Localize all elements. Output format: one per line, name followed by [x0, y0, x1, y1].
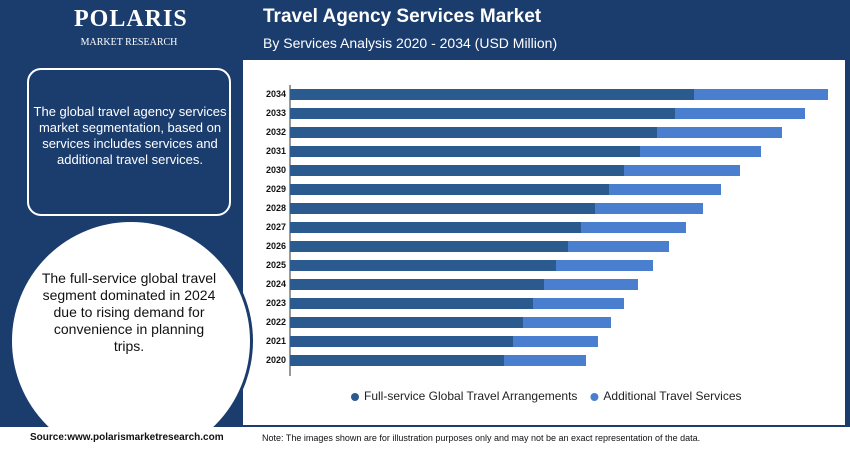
bar [657, 127, 782, 138]
legend-label: Additional Travel Services [603, 389, 741, 403]
footer-bar [0, 427, 850, 450]
bar [290, 279, 544, 290]
bar [290, 108, 675, 119]
y-tick-label: 2025 [266, 260, 286, 270]
legend-marker [351, 393, 359, 401]
y-tick-label: 2029 [266, 184, 286, 194]
note: Note: The images shown are for illustrat… [262, 433, 701, 443]
y-tick-label: 2032 [266, 127, 286, 137]
bar [513, 336, 598, 347]
bar [504, 355, 586, 366]
bar [624, 165, 740, 176]
y-tick-label: 2028 [266, 203, 286, 213]
logo: POLARIS [74, 6, 188, 32]
bar [581, 222, 686, 233]
bar [290, 146, 640, 157]
bar [290, 222, 581, 233]
bar [609, 184, 721, 195]
bar [568, 241, 669, 252]
bar [290, 127, 657, 138]
legend-label: Full-service Global Travel Arrangements [364, 389, 577, 403]
y-tick-label: 2030 [266, 165, 286, 175]
bar [290, 260, 556, 271]
chart-title: Travel Agency Services Market [263, 6, 542, 27]
y-tick-label: 2023 [266, 298, 286, 308]
y-tick-label: 2034 [266, 89, 286, 99]
bar [556, 260, 653, 271]
y-tick-label: 2024 [266, 279, 286, 289]
bar [290, 298, 533, 309]
info-text: The global travel agency services market… [33, 104, 227, 167]
bar [523, 317, 611, 328]
bar [290, 89, 694, 100]
y-tick-label: 2021 [266, 336, 286, 346]
bar [544, 279, 638, 290]
legend-marker [590, 393, 599, 401]
y-tick-label: 2020 [266, 355, 286, 365]
bar [694, 89, 828, 100]
bar [533, 298, 624, 309]
bar [290, 203, 595, 214]
source: Source:www.polarismarketresearch.com [30, 432, 224, 443]
circle-text: The full-service global travel segment d… [41, 270, 217, 354]
info-circle [12, 222, 250, 450]
bar [290, 355, 504, 366]
bar [595, 203, 703, 214]
bar [290, 336, 513, 347]
y-tick-label: 2022 [266, 317, 286, 327]
logo-sub: MARKET RESEARCH [80, 37, 178, 48]
bar [290, 317, 523, 328]
y-tick-label: 2031 [266, 146, 286, 156]
bar [290, 165, 624, 176]
bar [290, 184, 609, 195]
chart-subtitle: By Services Analysis 2020 - 2034 (USD Mi… [263, 35, 558, 51]
bar [675, 108, 805, 119]
bar [290, 241, 568, 252]
y-tick-label: 2033 [266, 108, 286, 118]
y-tick-label: 2027 [266, 222, 286, 232]
info-box [27, 68, 231, 216]
y-tick-label: 2026 [266, 241, 286, 251]
bar [640, 146, 761, 157]
